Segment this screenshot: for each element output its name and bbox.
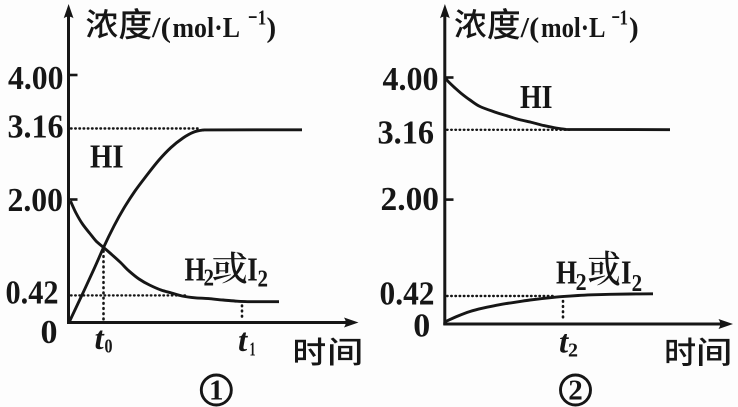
svg-text:I: I [247, 252, 257, 289]
svg-text:2: 2 [204, 266, 215, 292]
svg-text:2.00: 2.00 [381, 181, 440, 218]
svg-text:2: 2 [576, 270, 587, 296]
svg-text:/(: /( [520, 12, 540, 44]
svg-text:1: 1 [620, 6, 629, 30]
svg-text:2: 2 [568, 375, 583, 407]
svg-text:): ) [267, 12, 277, 44]
svg-text:0.42: 0.42 [6, 275, 59, 312]
svg-text:2: 2 [632, 271, 643, 297]
svg-text:3.16: 3.16 [8, 109, 64, 146]
svg-text:mol·L: mol·L [173, 12, 241, 44]
svg-text:/(: /( [151, 12, 171, 44]
svg-text:H: H [185, 252, 206, 289]
svg-text:2: 2 [568, 340, 578, 362]
svg-text:I: I [621, 255, 632, 292]
svg-text:-: - [248, 3, 258, 27]
svg-text:HI: HI [520, 79, 553, 116]
svg-text:2.00: 2.00 [8, 182, 64, 219]
svg-text:0.42: 0.42 [380, 276, 435, 313]
svg-text:4.00: 4.00 [383, 61, 439, 98]
svg-text:1: 1 [258, 6, 267, 30]
svg-text:0: 0 [105, 335, 113, 357]
svg-text:4.00: 4.00 [8, 60, 64, 97]
svg-text:t: t [95, 321, 105, 357]
svg-text:0: 0 [41, 314, 58, 351]
svg-text:2: 2 [258, 267, 269, 293]
svg-text:1: 1 [250, 339, 256, 361]
svg-text:3.16: 3.16 [378, 115, 435, 152]
svg-text:-: - [611, 3, 620, 27]
svg-text:0: 0 [413, 307, 430, 344]
svg-text:1: 1 [209, 375, 224, 407]
svg-text:): ) [629, 12, 639, 44]
svg-text:H: H [556, 255, 577, 292]
svg-text:HI: HI [90, 139, 124, 176]
svg-text:mol·L: mol·L [541, 12, 606, 44]
svg-text:t: t [238, 323, 248, 359]
svg-text:t: t [559, 325, 569, 361]
